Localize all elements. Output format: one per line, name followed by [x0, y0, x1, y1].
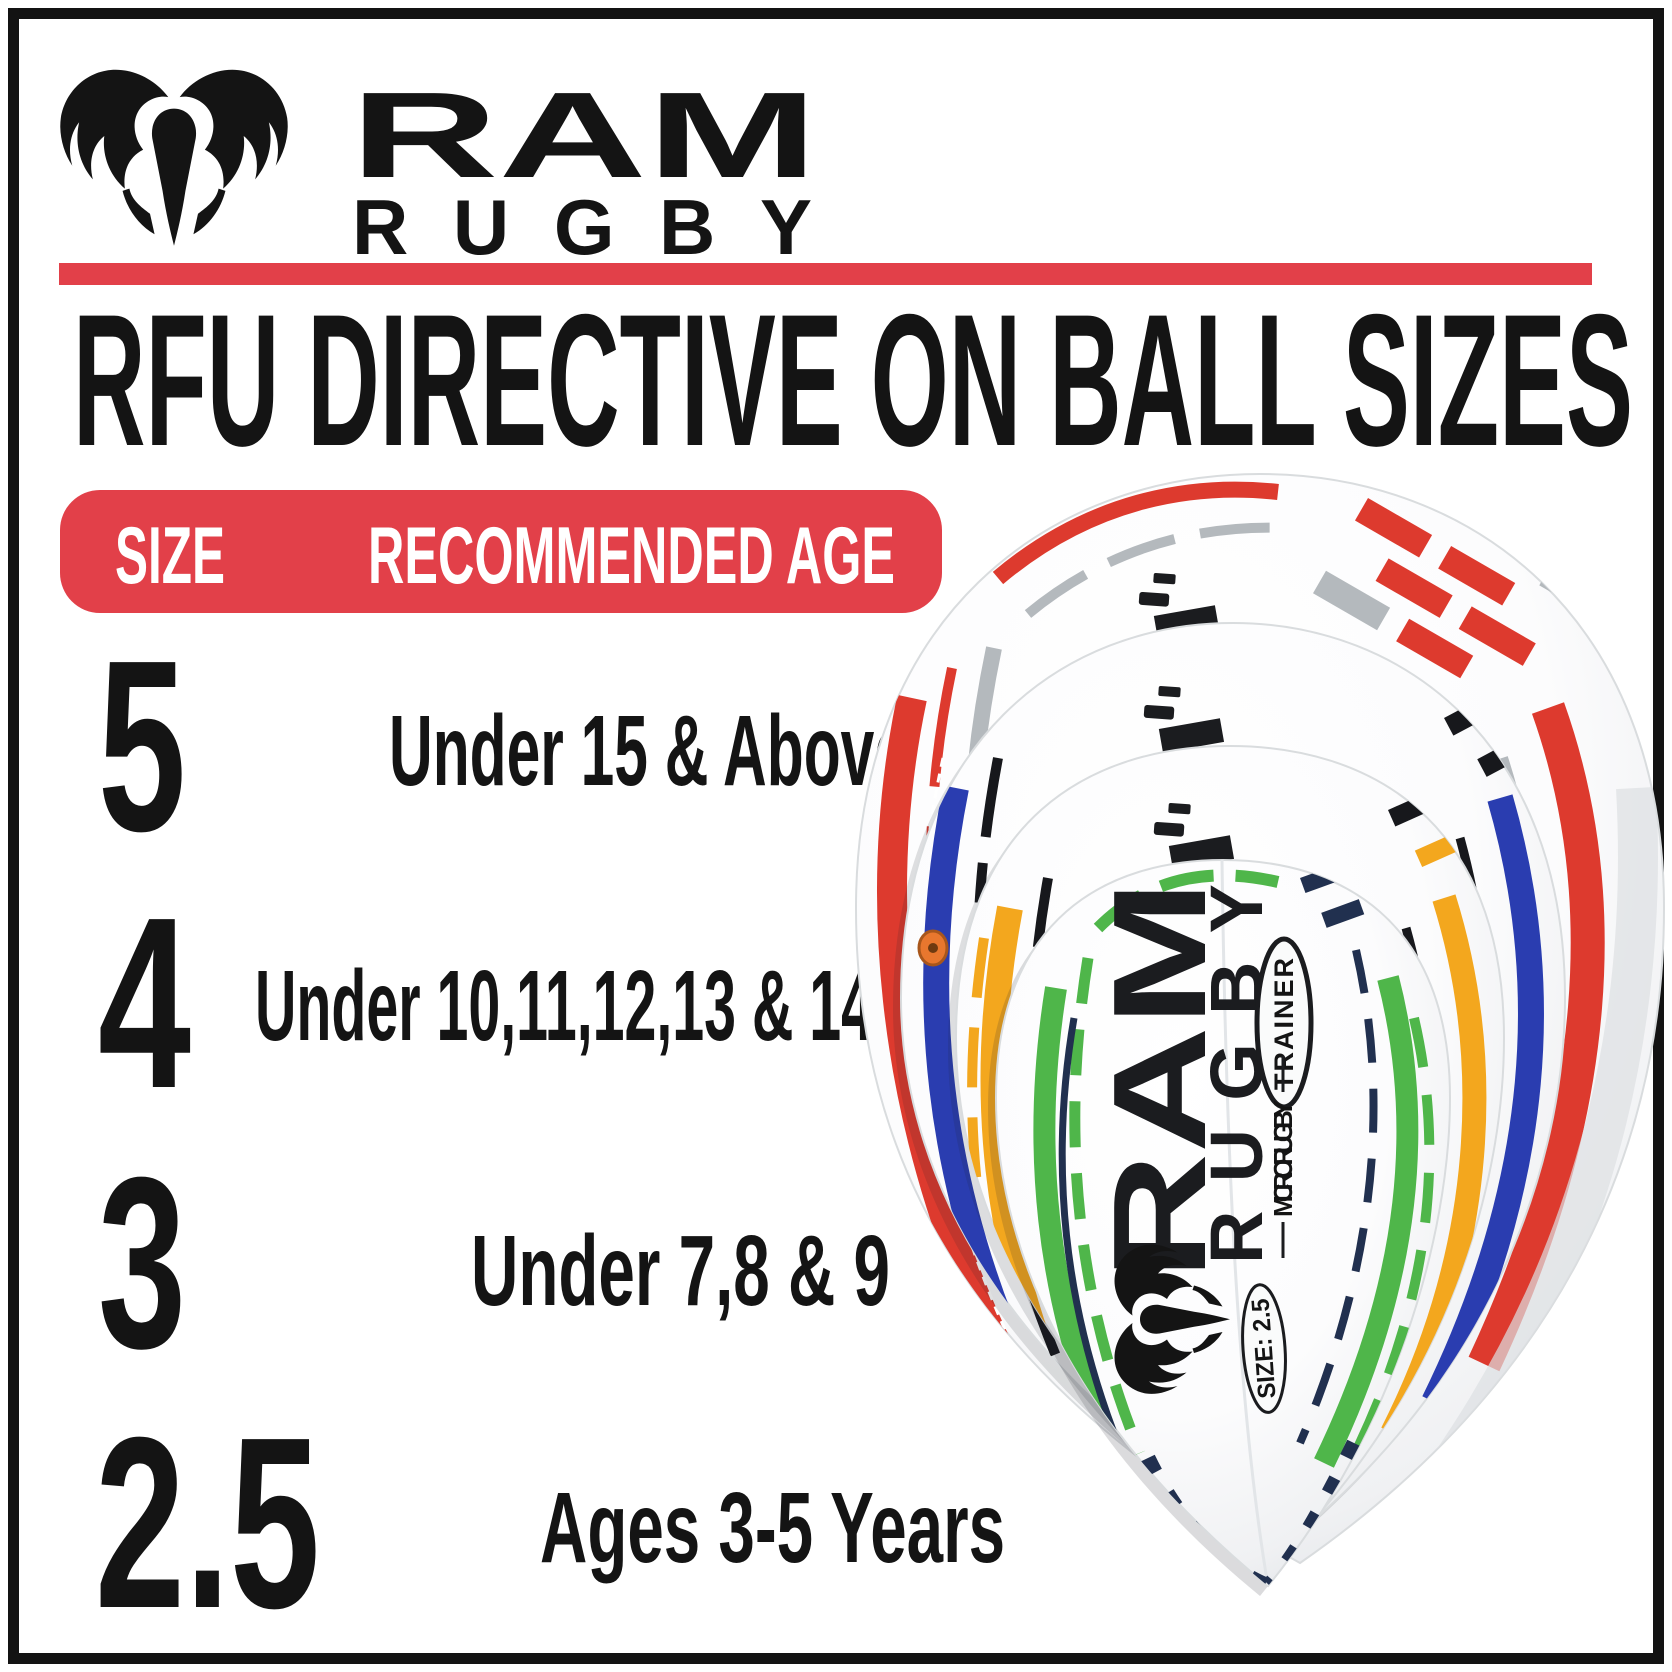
size-value: 2.5 — [95, 1386, 320, 1659]
ram-head-glyph — [60, 70, 287, 246]
age-label: Ages 3-5 Years — [540, 1472, 1005, 1584]
product-photo: RAM RUGBY TRAINER MICRO RUGBY SIZE: 2.5 — [855, 473, 1665, 1596]
size-badge: SIZE: 2.5 — [1241, 1283, 1287, 1414]
size-column-header: SIZE — [115, 511, 225, 601]
age-label: Under 15 & Above — [389, 695, 908, 807]
age-label: Under 10,11,12,13 & 14 — [255, 950, 873, 1062]
ram-head-icon — [54, 62, 294, 258]
table-header-labels: SIZE RECOMMENDED AGE — [115, 511, 895, 601]
table-header: SIZE RECOMMENDED AGE — [60, 490, 942, 613]
age-column-header: RECOMMENDED AGE — [368, 511, 895, 601]
ball-brand-label: RAM — [1086, 880, 1233, 1280]
size-badge-label: SIZE: 2.5 — [1247, 1298, 1282, 1400]
ball-valve — [917, 929, 949, 967]
page-title: RFU DIRECTIVE ON BALL SIZES — [73, 275, 1633, 485]
size-value: 5 — [98, 609, 186, 882]
size-value: 4 — [98, 866, 191, 1139]
red-divider — [59, 263, 1592, 285]
age-label: Under 7,8 & 9 — [471, 1215, 890, 1327]
page-title-text: RFU DIRECTIVE ON BALL SIZES — [73, 275, 1633, 485]
rugby-ball-size-2-5: RAM RUGBY TRAINER MICRO RUGBY SIZE: 2.5 — [988, 859, 1451, 1596]
category-label: MICRO RUGBY — [1268, 1097, 1298, 1217]
brand-wordmark: RAM RUGBY — [350, 67, 818, 271]
size-value: 3 — [98, 1126, 186, 1399]
category-label-group: MICRO RUGBY — [1268, 1056, 1298, 1258]
brand-name: RAM — [350, 67, 818, 203]
